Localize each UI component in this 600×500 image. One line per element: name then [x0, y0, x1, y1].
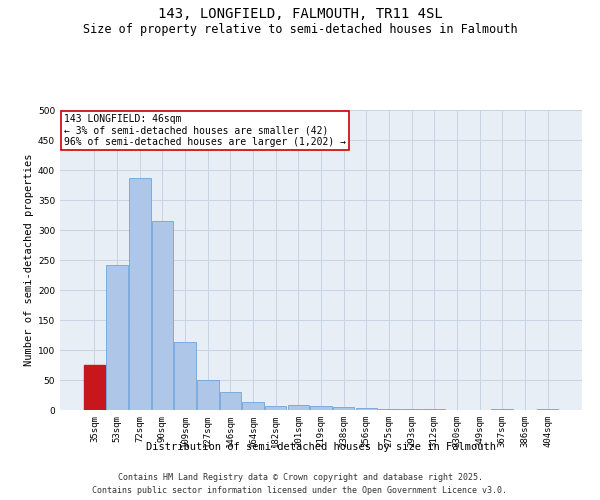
Bar — [129, 178, 151, 410]
Text: 143, LONGFIELD, FALMOUTH, TR11 4SL: 143, LONGFIELD, FALMOUTH, TR11 4SL — [158, 8, 442, 22]
Y-axis label: Number of semi-detached properties: Number of semi-detached properties — [24, 154, 34, 366]
Text: Contains public sector information licensed under the Open Government Licence v3: Contains public sector information licen… — [92, 486, 508, 495]
Bar — [310, 406, 332, 410]
Bar — [378, 409, 400, 410]
Text: Contains HM Land Registry data © Crown copyright and database right 2025.: Contains HM Land Registry data © Crown c… — [118, 472, 482, 482]
Text: Size of property relative to semi-detached houses in Falmouth: Size of property relative to semi-detach… — [83, 22, 517, 36]
Text: Distribution of semi-detached houses by size in Falmouth: Distribution of semi-detached houses by … — [146, 442, 496, 452]
Bar — [287, 405, 309, 410]
Bar — [84, 365, 105, 410]
Bar — [333, 407, 355, 410]
Bar — [265, 406, 286, 410]
Bar — [106, 265, 128, 410]
Bar — [152, 221, 173, 410]
Bar — [242, 402, 264, 410]
Bar — [197, 380, 218, 410]
Bar — [220, 392, 241, 410]
Bar — [175, 342, 196, 410]
Text: 143 LONGFIELD: 46sqm
← 3% of semi-detached houses are smaller (42)
96% of semi-d: 143 LONGFIELD: 46sqm ← 3% of semi-detach… — [64, 114, 346, 148]
Bar — [356, 408, 377, 410]
